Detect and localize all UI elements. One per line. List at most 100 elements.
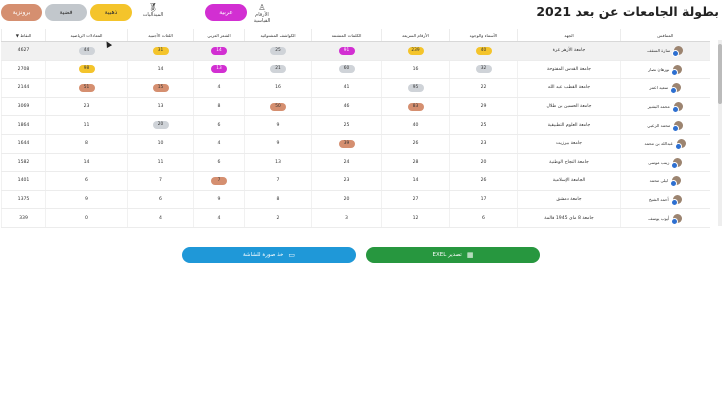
score-cell: 32 [449, 60, 518, 80]
contestant-name: عبدالله بن محمد [644, 141, 674, 147]
export-excel-button[interactable]: ▦ تصدير EXEL [366, 247, 540, 263]
column-header[interactable]: الكلمات المتشتتة [311, 29, 382, 42]
avatar [671, 64, 683, 76]
medal-badge: 44 [78, 46, 95, 55]
contestant-cell[interactable]: أحمد الشيخ [620, 190, 710, 210]
score-cell: 8 [45, 134, 128, 154]
language-button-label: عربية [219, 9, 233, 16]
score-cell: 29 [449, 97, 518, 117]
organization-cell: جامعة القطب عبد الله [517, 78, 621, 98]
medal-badge: 7 [211, 176, 227, 185]
scrollbar-thumb[interactable] [718, 44, 722, 104]
language-button-arabic[interactable]: عربية [205, 4, 247, 21]
medal-badge: 50 [270, 102, 286, 111]
score-cell: 25 [311, 115, 382, 135]
score-cell: 14 [45, 153, 128, 173]
medal-badge: 20 [152, 121, 169, 130]
medal-badge: 239 [407, 46, 424, 55]
score-cell: 22 [449, 78, 518, 98]
status-dot [672, 124, 680, 132]
score-cell: 20 [449, 153, 518, 173]
score-cell: 7 [127, 171, 194, 191]
score-cell: 83 [381, 97, 450, 117]
contestant-cell[interactable]: عبدالله بن محمد [620, 134, 710, 154]
total-score-cell: 1401 [1, 171, 46, 191]
score-cell: 16 [381, 60, 450, 80]
contestant-name: محمد الزعبي [647, 122, 671, 128]
column-header[interactable]: الكواشف المشتوائية [244, 29, 312, 42]
screenshot-button[interactable]: ▭ خذ صورة للشاشة [182, 247, 356, 263]
organization-cell: جامعة العلوم التطبيقية [517, 115, 621, 135]
score-cell: 6 [193, 115, 245, 135]
table-row: ليلى محمد الجامعة الإسلامية 26 14 23 7 7 7 6 1401 [1, 171, 710, 191]
status-dot [671, 106, 679, 114]
score-cell: 2 [244, 208, 312, 228]
total-score-cell: 1375 [1, 190, 46, 210]
contestant-cell[interactable]: أيوب يوسف [620, 208, 710, 228]
avatar [670, 83, 682, 95]
organization-cell: جامعة 8 ماي 1945 قالمة [517, 208, 621, 228]
avatar [671, 157, 683, 169]
organization-cell: جامعة بيرزيت [517, 134, 621, 154]
score-cell: 4 [193, 134, 245, 154]
score-cell: 11 [45, 115, 128, 135]
contestant-cell[interactable]: سارة السقف [620, 41, 710, 61]
score-cell: 9 [244, 115, 312, 135]
organization-cell: جامعة النجاح الوطنية [517, 153, 621, 173]
column-header[interactable]: المتنافس [620, 29, 710, 42]
status-dot [670, 87, 678, 95]
contestant-cell[interactable]: محمد البشير [620, 97, 710, 117]
score-cell: 6 [127, 190, 194, 210]
avatar [671, 102, 683, 114]
score-cell: 23 [311, 171, 382, 191]
filter-gold-button[interactable]: ذهبية [90, 4, 132, 21]
table-scrollbar[interactable] [718, 40, 722, 226]
excel-icon: ▦ [466, 251, 474, 259]
score-cell: 23 [449, 134, 518, 154]
mode-records[interactable]: ♙ الأرقام القياسية [251, 4, 273, 25]
column-header-score[interactable]: النقاط ▼ [1, 29, 46, 42]
medal-badge: 51 [78, 83, 95, 92]
medal-badge: 25 [270, 46, 286, 55]
column-header[interactable]: الجهة [517, 29, 621, 42]
filter-silver-button[interactable]: فضية [45, 4, 87, 21]
score-cell: 13 [244, 153, 312, 173]
medal-badge: 60 [338, 65, 355, 74]
monitor-icon: ▭ [288, 251, 296, 259]
total-score-cell: 339 [1, 208, 46, 228]
medal-badge: 13 [211, 65, 227, 74]
mode-medals[interactable]: 🏅︎ الميداليات [140, 4, 166, 19]
page-title: بطولة الجامعات عن بعد 2021 [536, 4, 719, 19]
score-cell: 91 [311, 41, 382, 61]
column-header[interactable]: الأسماء والوجوه [449, 29, 518, 42]
score-cell: 25 [244, 41, 312, 61]
organization-cell: جامعة القدس المفتوحة [517, 60, 621, 80]
contestant-cell[interactable]: ليلى محمد [620, 171, 710, 191]
filter-bronze-button[interactable]: برونزية [1, 4, 42, 21]
medal-badge: 31 [152, 46, 169, 55]
score-cell: 27 [381, 190, 450, 210]
status-dot [671, 161, 679, 169]
score-cell: 26 [381, 134, 450, 154]
contestant-cell[interactable]: سعيد اعمر [620, 78, 710, 98]
leaderboard-table: المتنافس الجهة الأسماء والوجوه الأرقام ا… [1, 29, 710, 228]
status-dot [669, 180, 677, 188]
column-header[interactable]: الشعر العربي [193, 29, 245, 42]
medal-badge: 98 [78, 65, 95, 74]
score-cell: 28 [381, 153, 450, 173]
column-header[interactable]: الأرقام السريعة [381, 29, 450, 42]
medal-badge: 32 [475, 65, 492, 74]
medal-badge: 40 [475, 46, 492, 55]
score-cell: 51 [45, 78, 128, 98]
column-header[interactable]: المعادلات الرياضية [45, 29, 128, 42]
score-cell: 26 [449, 171, 518, 191]
contestant-cell[interactable]: نورهان نصار [620, 60, 710, 80]
score-cell: 12 [381, 208, 450, 228]
score-cell: 20 [127, 115, 194, 135]
score-cell: 10 [127, 134, 194, 154]
contestant-cell[interactable]: زينب موسى [620, 153, 710, 173]
total-score-cell: 2144 [1, 78, 46, 98]
total-score-cell: 2708 [1, 60, 46, 80]
contestant-cell[interactable]: محمد الزعبي [620, 115, 710, 135]
column-header[interactable]: اللغات الأجنبية [127, 29, 194, 42]
